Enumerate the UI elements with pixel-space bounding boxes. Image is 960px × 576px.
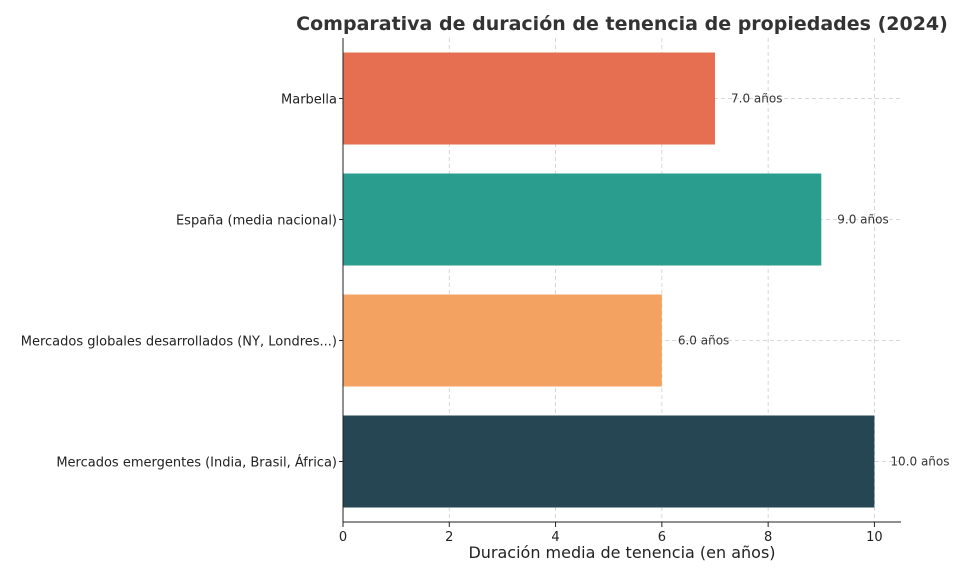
x-tick-label: 2 bbox=[445, 530, 453, 545]
value-label: 7.0 años bbox=[731, 92, 782, 106]
bar bbox=[343, 52, 715, 145]
category-label: España (media nacional) bbox=[176, 214, 337, 229]
value-label: 6.0 años bbox=[678, 334, 729, 348]
value-label: 9.0 años bbox=[837, 213, 888, 227]
x-tick-label: 4 bbox=[551, 530, 559, 545]
bar bbox=[343, 415, 875, 508]
x-tick-label: 8 bbox=[764, 530, 772, 545]
x-tick-label: 10 bbox=[866, 530, 883, 545]
category-label: Mercados emergentes (India, Brasil, Áfri… bbox=[56, 455, 337, 471]
bar bbox=[343, 294, 662, 387]
x-tick-label: 6 bbox=[658, 530, 666, 545]
x-ticks-layer: 0 2 4 6 8 10 bbox=[339, 522, 883, 545]
category-label: Mercados globales desarrollados (NY, Lon… bbox=[21, 335, 337, 350]
labels-layer: Marbella 7.0 años España (media nacional) 9… bbox=[21, 92, 950, 471]
x-tick-label: 0 bbox=[339, 530, 347, 545]
bar bbox=[343, 173, 822, 266]
category-label: Marbella bbox=[281, 93, 337, 108]
x-axis-label: Duración media de tenencia (en años) bbox=[468, 543, 775, 562]
chart-title: Comparativa de duración de tenencia de p… bbox=[296, 13, 948, 35]
value-label: 10.0 años bbox=[890, 455, 949, 469]
bars-layer bbox=[343, 52, 875, 508]
